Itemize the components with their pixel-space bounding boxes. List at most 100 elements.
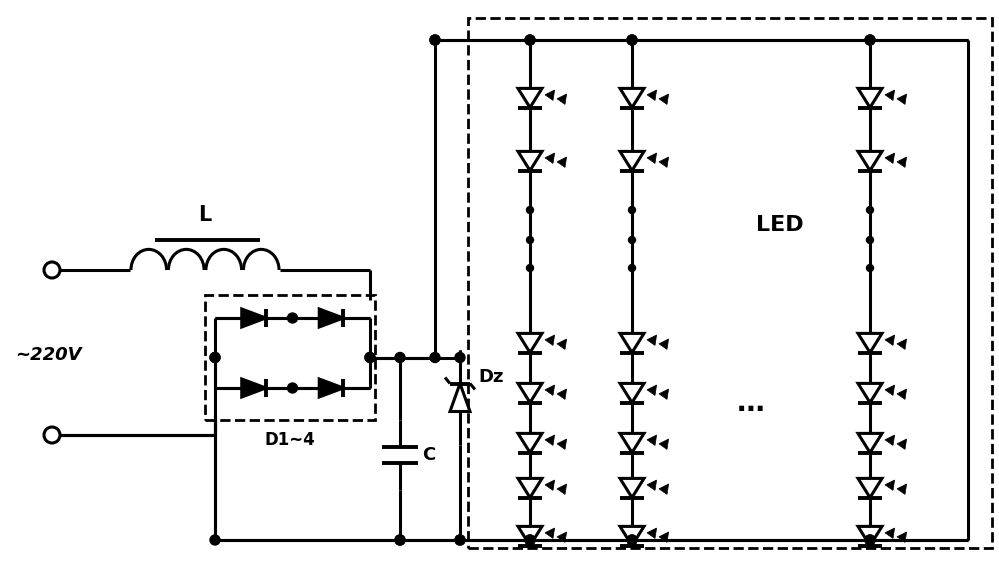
Circle shape — [525, 535, 535, 545]
Text: ~220V: ~220V — [15, 346, 82, 364]
Circle shape — [627, 35, 637, 45]
Circle shape — [628, 236, 635, 243]
Circle shape — [627, 535, 637, 545]
Circle shape — [288, 383, 298, 393]
Text: LED: LED — [756, 215, 804, 235]
Circle shape — [288, 313, 298, 323]
Text: Dz: Dz — [478, 369, 503, 387]
Polygon shape — [897, 339, 907, 349]
Polygon shape — [518, 334, 542, 353]
Polygon shape — [885, 480, 894, 490]
Polygon shape — [518, 383, 542, 403]
Polygon shape — [897, 532, 907, 542]
Polygon shape — [647, 528, 656, 538]
Polygon shape — [885, 528, 894, 538]
Circle shape — [430, 35, 440, 45]
Circle shape — [455, 535, 465, 545]
Circle shape — [526, 206, 533, 213]
Circle shape — [365, 353, 375, 362]
Polygon shape — [647, 480, 656, 490]
Polygon shape — [620, 88, 644, 108]
Polygon shape — [620, 527, 644, 546]
Polygon shape — [518, 434, 542, 453]
Circle shape — [365, 353, 375, 362]
Polygon shape — [885, 435, 894, 446]
Polygon shape — [885, 153, 894, 164]
Polygon shape — [858, 527, 882, 546]
Circle shape — [865, 35, 875, 45]
Circle shape — [210, 353, 220, 362]
Polygon shape — [897, 94, 907, 105]
Circle shape — [865, 35, 875, 45]
Circle shape — [628, 206, 635, 213]
Bar — [468, 18, 992, 548]
Circle shape — [866, 236, 873, 243]
Polygon shape — [545, 335, 554, 346]
Polygon shape — [518, 527, 542, 546]
Circle shape — [865, 535, 875, 545]
Circle shape — [430, 35, 440, 45]
Polygon shape — [647, 90, 656, 101]
Circle shape — [430, 353, 440, 362]
Polygon shape — [620, 479, 644, 498]
Polygon shape — [647, 153, 656, 164]
Polygon shape — [620, 334, 644, 353]
Circle shape — [210, 535, 220, 545]
Polygon shape — [320, 379, 344, 397]
Polygon shape — [242, 379, 266, 397]
Polygon shape — [620, 151, 644, 171]
Circle shape — [627, 35, 637, 45]
Polygon shape — [858, 151, 882, 171]
Polygon shape — [858, 334, 882, 353]
Polygon shape — [450, 383, 470, 412]
Polygon shape — [557, 484, 566, 494]
Polygon shape — [545, 480, 554, 490]
Text: D1~4: D1~4 — [265, 431, 316, 449]
Polygon shape — [897, 484, 907, 494]
Circle shape — [627, 535, 637, 545]
Polygon shape — [557, 94, 566, 105]
Circle shape — [628, 265, 635, 272]
Polygon shape — [647, 435, 656, 446]
Polygon shape — [659, 389, 668, 399]
Polygon shape — [659, 94, 668, 105]
Polygon shape — [647, 385, 656, 395]
Polygon shape — [545, 90, 554, 101]
Text: ⋯: ⋯ — [737, 396, 765, 424]
Circle shape — [526, 236, 533, 243]
Polygon shape — [659, 439, 668, 450]
Polygon shape — [885, 385, 894, 395]
Polygon shape — [897, 439, 907, 450]
Polygon shape — [858, 434, 882, 453]
Polygon shape — [557, 532, 566, 542]
Polygon shape — [659, 532, 668, 542]
Polygon shape — [885, 90, 894, 101]
Circle shape — [525, 35, 535, 45]
Polygon shape — [557, 339, 566, 349]
Polygon shape — [545, 385, 554, 395]
Polygon shape — [620, 383, 644, 403]
Text: L: L — [199, 205, 212, 225]
Circle shape — [525, 35, 535, 45]
Polygon shape — [647, 335, 656, 346]
Polygon shape — [897, 157, 907, 168]
Polygon shape — [858, 479, 882, 498]
Polygon shape — [885, 335, 894, 346]
Circle shape — [395, 353, 405, 362]
Circle shape — [866, 206, 873, 213]
Polygon shape — [659, 484, 668, 494]
Circle shape — [866, 265, 873, 272]
Circle shape — [395, 535, 405, 545]
Circle shape — [455, 353, 465, 362]
Polygon shape — [545, 528, 554, 538]
Circle shape — [455, 535, 465, 545]
Polygon shape — [659, 157, 668, 168]
Polygon shape — [518, 151, 542, 171]
Circle shape — [865, 535, 875, 545]
Polygon shape — [557, 389, 566, 399]
Polygon shape — [557, 157, 566, 168]
Polygon shape — [518, 479, 542, 498]
Polygon shape — [620, 434, 644, 453]
Polygon shape — [858, 88, 882, 108]
Text: C: C — [422, 446, 436, 464]
